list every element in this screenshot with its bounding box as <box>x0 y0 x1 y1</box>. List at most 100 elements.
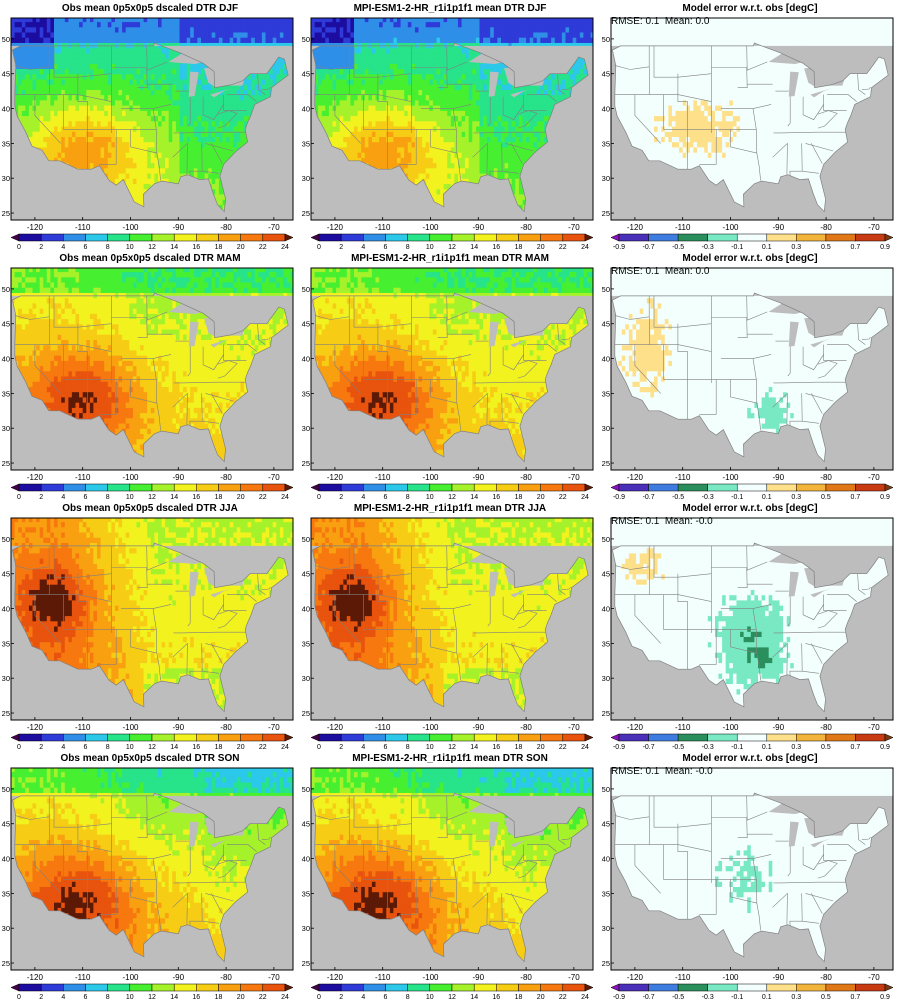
colorbar-label: 14 <box>170 244 178 250</box>
colorbar-label: 0 <box>17 994 21 1000</box>
map-frame <box>10 767 294 971</box>
lon-tick-label: -80 <box>520 723 532 732</box>
rmse-value: 0.1 <box>643 516 659 527</box>
lon-tick-label: -120 <box>27 473 44 482</box>
lon-tick-label: -100 <box>422 723 439 732</box>
colorbar-label: 0.9 <box>880 994 890 1000</box>
colorbar-high-extend <box>284 483 294 492</box>
colorbar-label: 6 <box>84 494 88 500</box>
mean-value: -0.0 <box>693 516 712 527</box>
colorbar-label: 6 <box>84 244 88 250</box>
colorbar-segment <box>262 733 286 742</box>
lon-tick-label: -80 <box>820 473 832 482</box>
colorbar-low-extend <box>10 483 20 492</box>
colorbar-segment <box>318 233 342 242</box>
colorbar-segment <box>451 733 475 742</box>
lon-tick-label: -70 <box>868 973 880 982</box>
lon-tick-label: -70 <box>568 223 580 232</box>
colorbar-label: 6 <box>384 244 388 250</box>
error-stats: RMSE: 0.1 Mean: -0.0 <box>611 516 713 527</box>
panel-djf-error: -120 -110 -100 -90 -80 -70 25 30 35 40 45 50 -0.9 -0.… <box>600 0 900 250</box>
colorbar-segment <box>63 483 86 492</box>
lon-tick-label: -110 <box>675 723 691 732</box>
lat-tick-label: 50 <box>302 35 310 44</box>
panel-title: Model error w.r.t. obs [degC] <box>600 3 900 14</box>
lat-tick-label: 50 <box>2 535 10 544</box>
colorbar-label: 0.3 <box>791 244 801 250</box>
lat-tick-label: 50 <box>302 535 310 544</box>
colorbar-segment <box>825 483 856 492</box>
colorbar-label: 20 <box>537 994 545 1000</box>
colorbar-segment <box>262 983 286 992</box>
colorbar-label: 18 <box>515 494 523 500</box>
lon-tick-label: -120 <box>27 973 44 982</box>
colorbar-label: 10 <box>126 744 134 750</box>
lat-tick-label: 45 <box>2 70 10 79</box>
colorbar-label: 18 <box>215 244 223 250</box>
colorbar-segment <box>855 733 886 742</box>
colorbar-segment <box>240 733 264 742</box>
lat-tick-label: 40 <box>2 605 10 614</box>
state-borders <box>614 545 871 681</box>
panel-title: MPI-ESM1-2-HR_r1i1p1f1 mean DTR SON <box>300 753 600 764</box>
colorbar-label: 4 <box>61 994 65 1000</box>
colorbar-segment <box>540 233 564 242</box>
colorbar-segment <box>707 483 738 492</box>
lat-tick-label: 25 <box>302 209 310 218</box>
rmse-label: RMSE: <box>611 266 643 277</box>
great-lake-4 <box>210 588 232 598</box>
colorbar-segment <box>451 983 475 992</box>
lat-tick-label: 35 <box>302 139 310 148</box>
colorbar-label: 14 <box>470 994 478 1000</box>
panel-mam-obs: -120 -110 -100 -90 -80 -70 25 30 35 40 45 50 0 2 4 6 8 10… <box>0 250 300 500</box>
great-lake-1 <box>468 552 505 564</box>
great-lake-3 <box>504 817 519 837</box>
colorbar-label: 20 <box>537 494 545 500</box>
colorbar-label: -0.7 <box>643 994 655 1000</box>
panel-son-error: -120 -110 -100 -90 -80 -70 25 30 35 40 45 50 -0.9 -0.… <box>600 750 900 1000</box>
lat-tick-label: 35 <box>602 389 610 398</box>
colorbar-segment <box>151 233 175 242</box>
colorbar-label: 16 <box>492 494 500 500</box>
colorbar-segment <box>40 483 64 492</box>
colorbar-segment <box>855 233 886 242</box>
lon-tick-label: -80 <box>220 973 232 982</box>
colorbar-label: -0.3 <box>702 494 714 500</box>
lat-tick-label: 35 <box>602 889 610 898</box>
colorbar-label: 0.7 <box>851 494 861 500</box>
colorbar-label: 0.5 <box>821 744 831 750</box>
colorbar-segment <box>618 233 649 242</box>
lat-tick-label: 25 <box>602 209 610 218</box>
colorbar-label: -0.1 <box>731 744 743 750</box>
colorbar-segment <box>151 733 175 742</box>
colorbar-label: 24 <box>281 494 289 500</box>
colorbar-segment <box>496 983 519 992</box>
colorbar-segment <box>196 733 219 742</box>
colorbar-label: 0 <box>17 494 21 500</box>
colorbar-label: 12 <box>148 744 156 750</box>
colorbar-segment <box>407 983 431 992</box>
colorbar-segment <box>240 983 264 992</box>
colorbar-label: 2 <box>339 744 343 750</box>
panel-title: Obs mean 0p5x0p5 dscaled DTR DJF <box>0 3 300 14</box>
great-lake-2 <box>788 571 799 597</box>
great-lake-4 <box>210 88 232 98</box>
mean-label: Mean: <box>659 516 693 527</box>
lat-tick-label: 25 <box>602 959 610 968</box>
lon-tick-label: -90 <box>473 473 485 482</box>
colorbar-segment <box>107 483 131 492</box>
lat-tick-label: 35 <box>2 889 10 898</box>
colorbar-segment <box>85 733 108 742</box>
colorbar-label: 14 <box>470 744 478 750</box>
colorbar-high-extend <box>584 233 594 242</box>
colorbar-label: 16 <box>192 244 200 250</box>
colorbar-label: 2 <box>339 494 343 500</box>
colorbar-label: 0.3 <box>791 744 801 750</box>
colorbar-segment <box>473 483 497 492</box>
rmse-value: 0.1 <box>643 16 659 27</box>
lat-tick-label: 50 <box>602 285 610 294</box>
lat-tick-label: 25 <box>302 459 310 468</box>
great-lake-5 <box>828 580 845 586</box>
